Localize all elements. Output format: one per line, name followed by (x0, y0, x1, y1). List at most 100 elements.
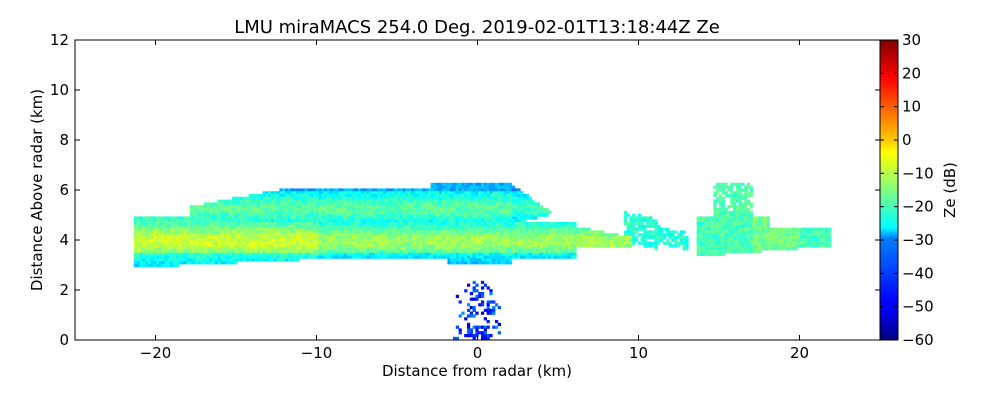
echo-cell (523, 224, 527, 228)
echo-cell (259, 202, 263, 206)
echo-cell (147, 261, 151, 265)
echo-cell (377, 222, 381, 226)
echo-cell (363, 230, 367, 234)
echo-cell (147, 236, 151, 240)
echo-cell (262, 258, 266, 262)
echo-cell (145, 219, 149, 223)
echo-cell (374, 210, 378, 214)
echo-cell (702, 244, 706, 248)
echo-cell (517, 216, 521, 220)
echo-cell (783, 227, 787, 231)
echo-cell (332, 194, 336, 198)
echo-cell (679, 233, 683, 237)
echo-cell (145, 227, 149, 231)
echo-cell (539, 241, 543, 245)
echo-cell (514, 196, 518, 200)
echo-cell (649, 222, 653, 226)
echo-cell (229, 222, 233, 226)
echo-cell (352, 238, 356, 242)
echo-cell (601, 244, 605, 248)
echo-cell (352, 230, 356, 234)
echo-cell (478, 261, 482, 265)
echo-cell (430, 191, 434, 195)
echo-cell (212, 247, 216, 251)
echo-cell (170, 258, 174, 262)
echo-cell (447, 250, 451, 254)
echo-cell (430, 244, 434, 248)
echo-cell (492, 208, 496, 212)
echo-cell (727, 188, 731, 192)
echo-cell (142, 224, 146, 228)
echo-cell (425, 241, 429, 245)
echo-cell (489, 261, 493, 265)
echo-cell (254, 222, 258, 226)
echo-cell (254, 196, 258, 200)
echo-cell (738, 227, 742, 231)
echo-cell (355, 202, 359, 206)
echo-cell (523, 247, 527, 251)
echo-cell (721, 202, 725, 206)
echo-cell (290, 205, 294, 209)
echo-cell (775, 227, 779, 231)
echo-cell (721, 250, 725, 254)
echo-cell (276, 199, 280, 203)
echo-cell (719, 247, 723, 251)
echo-cell (273, 241, 277, 245)
echo-cell (282, 213, 286, 217)
echo-cell (727, 241, 731, 245)
echo-cell (495, 182, 499, 186)
echo-cell (481, 233, 485, 237)
echo-cell (733, 196, 737, 200)
echo-cell (724, 208, 728, 212)
echo-cell (192, 250, 196, 254)
echo-cell (733, 247, 737, 251)
echo-cell (492, 194, 496, 198)
echo-cell (453, 213, 457, 217)
echo-cell (408, 238, 412, 242)
echo-cell (769, 241, 773, 245)
echo-cell (472, 241, 476, 245)
echo-cell (520, 227, 524, 231)
echo-cell (556, 250, 560, 254)
echo-cell (156, 258, 160, 262)
echo-cell (411, 205, 415, 209)
echo-cell (268, 233, 272, 237)
echo-cell (405, 208, 409, 212)
echo-cell (763, 216, 767, 220)
echo-cell (416, 247, 420, 251)
echo-cell (142, 258, 146, 262)
echo-cell (341, 236, 345, 240)
echo-cell (738, 185, 742, 189)
echo-cell (492, 258, 496, 262)
echo-cell (483, 224, 487, 228)
echo-cell (509, 185, 513, 189)
echo-cell (161, 219, 165, 223)
echo-cell (377, 227, 381, 231)
echo-cell (147, 227, 151, 231)
echo-cell (775, 238, 779, 242)
echo-cell (212, 224, 216, 228)
echo-cell (422, 219, 426, 223)
echo-cell (173, 227, 177, 231)
echo-cell (439, 219, 443, 223)
echo-cell (394, 222, 398, 226)
echo-cell (469, 210, 473, 214)
echo-cell (573, 247, 577, 251)
echo-cell (506, 233, 510, 237)
echo-cell (794, 233, 798, 237)
echo-cell (268, 244, 272, 248)
echo-cell (654, 233, 658, 237)
echo-cell (397, 247, 401, 251)
echo-cell (346, 188, 350, 192)
echo-cell (262, 255, 266, 259)
echo-cell (271, 238, 275, 242)
echo-cell (562, 224, 566, 228)
echo-cell (273, 194, 277, 198)
echo-cell (503, 202, 507, 206)
echo-cell (716, 247, 720, 251)
echo-cell (237, 241, 241, 245)
echo-cell (548, 238, 552, 242)
echo-cell (271, 241, 275, 245)
echo-cell (324, 252, 328, 256)
echo-cell (195, 222, 199, 226)
